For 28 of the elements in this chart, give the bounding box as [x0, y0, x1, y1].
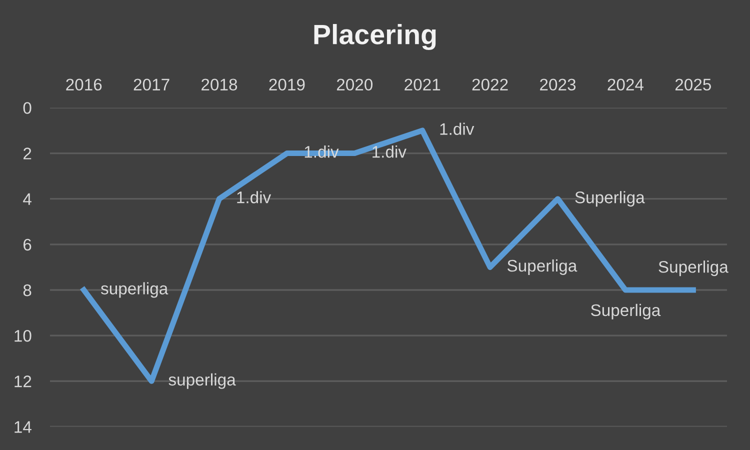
y-tick-label: 14: [14, 421, 32, 433]
annotation: superliga: [168, 373, 236, 389]
x-tick-label: 2025: [675, 78, 711, 91]
x-tick-label: 2022: [472, 78, 508, 91]
x-tick-label: 2021: [404, 78, 440, 91]
annotation: Superliga: [591, 304, 661, 320]
y-tick-label: 6: [24, 238, 32, 251]
x-tick-label: 2016: [66, 78, 102, 91]
annotation: 1.div: [372, 146, 406, 158]
x-tick-label: 2019: [269, 78, 305, 91]
annotation: Superliga: [507, 259, 578, 275]
annotation: superliga: [100, 282, 168, 298]
x-tick-label: 2020: [336, 78, 373, 91]
x-tick-label: 2018: [202, 78, 238, 91]
x-tick-label: 2017: [134, 78, 170, 91]
chart-title: Placering: [314, 24, 436, 50]
y-tick-label: 0: [23, 102, 32, 114]
y-tick-label: 10: [14, 330, 32, 342]
x-tick-label: 2023: [540, 78, 576, 91]
annotation: 1.div: [237, 191, 272, 204]
annotation: 1.div: [440, 122, 474, 135]
y-tick-label: 8: [23, 284, 32, 296]
y-tick-label: 12: [14, 376, 32, 388]
x-tick-label: 2024: [608, 78, 644, 91]
annotation: Superliga: [575, 191, 645, 207]
annotation: Superliga: [658, 260, 728, 276]
y-tick-label: 4: [23, 193, 32, 205]
y-tick-label: 2: [24, 148, 32, 160]
